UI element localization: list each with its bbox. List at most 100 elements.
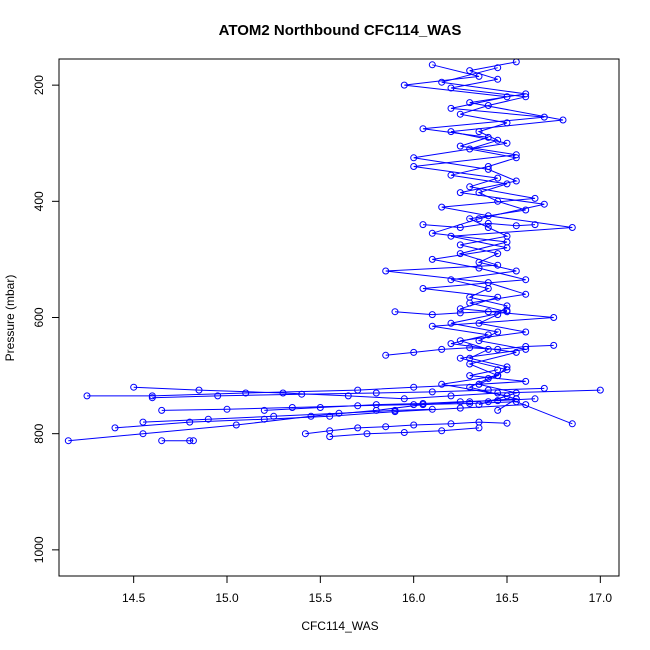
- data-point: [419, 221, 427, 229]
- data-point: [466, 400, 474, 407]
- data-point: [522, 206, 530, 214]
- data-point: [494, 366, 502, 374]
- data-point: [195, 386, 203, 394]
- data-point: [111, 424, 119, 432]
- data-point: [428, 311, 436, 319]
- data-point: [484, 386, 492, 394]
- data-point: [428, 61, 436, 69]
- data-point: [260, 406, 268, 414]
- data-point: [512, 177, 520, 185]
- data-point: [475, 424, 483, 432]
- data-point: [466, 344, 474, 352]
- data-point: [438, 427, 446, 435]
- data-point: [512, 151, 520, 159]
- data-point: [475, 215, 483, 223]
- data-point: [484, 165, 492, 173]
- data-point: [503, 93, 511, 101]
- data-point: [447, 104, 455, 112]
- x-tick-label: 17.0: [589, 591, 613, 605]
- data-point: [410, 383, 418, 391]
- data-point: [503, 307, 511, 314]
- series-line-10: [142, 408, 433, 423]
- data-point: [494, 389, 502, 397]
- series-line-7: [114, 404, 526, 429]
- series-line-9: [305, 421, 508, 435]
- data-point: [512, 154, 520, 162]
- data-point: [400, 395, 408, 403]
- data-point: [503, 119, 511, 127]
- data-point: [475, 337, 483, 345]
- data-point: [494, 136, 502, 144]
- data-point: [484, 219, 492, 227]
- series-line-15: [422, 222, 536, 229]
- data-point: [494, 250, 502, 258]
- data-point: [279, 389, 287, 397]
- x-axis-label: CFC114_WAS: [301, 619, 378, 633]
- data-point: [522, 328, 530, 336]
- data-point: [456, 250, 464, 258]
- data-point: [484, 212, 492, 220]
- data-point: [494, 328, 502, 336]
- data-point: [466, 383, 474, 391]
- data-point: [363, 430, 371, 438]
- data-point: [204, 415, 212, 423]
- data-point: [139, 430, 147, 438]
- data-point: [596, 386, 604, 394]
- data-point: [158, 437, 166, 445]
- data-point: [447, 276, 455, 284]
- data-point: [512, 267, 520, 275]
- data-point: [484, 375, 492, 382]
- series-line-5: [133, 386, 601, 400]
- data-point: [540, 113, 548, 121]
- data-point: [64, 437, 72, 445]
- data-point: [447, 420, 455, 428]
- data-point: [559, 116, 567, 124]
- data-point: [438, 203, 446, 211]
- x-axis: 14.5 15.0 15.5 16.0 16.5 17.0: [122, 576, 612, 605]
- y-tick-label: 800: [32, 423, 46, 443]
- data-point: [484, 102, 492, 109]
- data-point: [522, 345, 530, 353]
- chart-title: ATOM2 Northbound CFC114_WAS: [219, 22, 462, 39]
- data-point: [400, 429, 408, 436]
- data-point: [447, 319, 455, 327]
- data-point: [83, 392, 91, 400]
- data-point: [456, 305, 464, 313]
- data-point: [410, 154, 418, 162]
- data-point: [512, 398, 520, 406]
- series-line-6: [152, 387, 545, 399]
- data-point: [494, 345, 502, 353]
- data-point: [550, 314, 558, 321]
- data-point: [301, 430, 309, 438]
- data-point: [354, 402, 362, 410]
- data-point: [512, 395, 520, 403]
- data-point: [503, 238, 511, 246]
- x-tick-label: 15.5: [309, 591, 333, 605]
- data-point: [484, 279, 492, 287]
- data-point: [456, 309, 464, 317]
- data-point: [326, 433, 334, 441]
- data-point: [522, 290, 530, 298]
- data-point: [372, 401, 380, 409]
- data-point: [428, 388, 436, 396]
- data-point: [186, 418, 194, 426]
- data-point: [242, 389, 250, 397]
- data-point: [466, 372, 474, 380]
- data-point: [298, 390, 306, 398]
- data-point: [326, 412, 334, 420]
- data-point: [186, 437, 194, 445]
- data-point: [494, 406, 502, 414]
- data-point: [475, 380, 483, 388]
- data-point: [372, 389, 380, 397]
- data-point: [456, 241, 464, 249]
- data-point: [503, 392, 511, 400]
- data-point: [260, 415, 268, 423]
- data-point: [456, 224, 464, 231]
- data-point: [428, 255, 436, 263]
- data-point: [419, 400, 427, 407]
- series-line-16: [329, 427, 480, 438]
- data-point: [494, 311, 502, 319]
- data-point: [466, 360, 474, 368]
- data-point: [391, 406, 399, 414]
- data-point: [400, 81, 408, 89]
